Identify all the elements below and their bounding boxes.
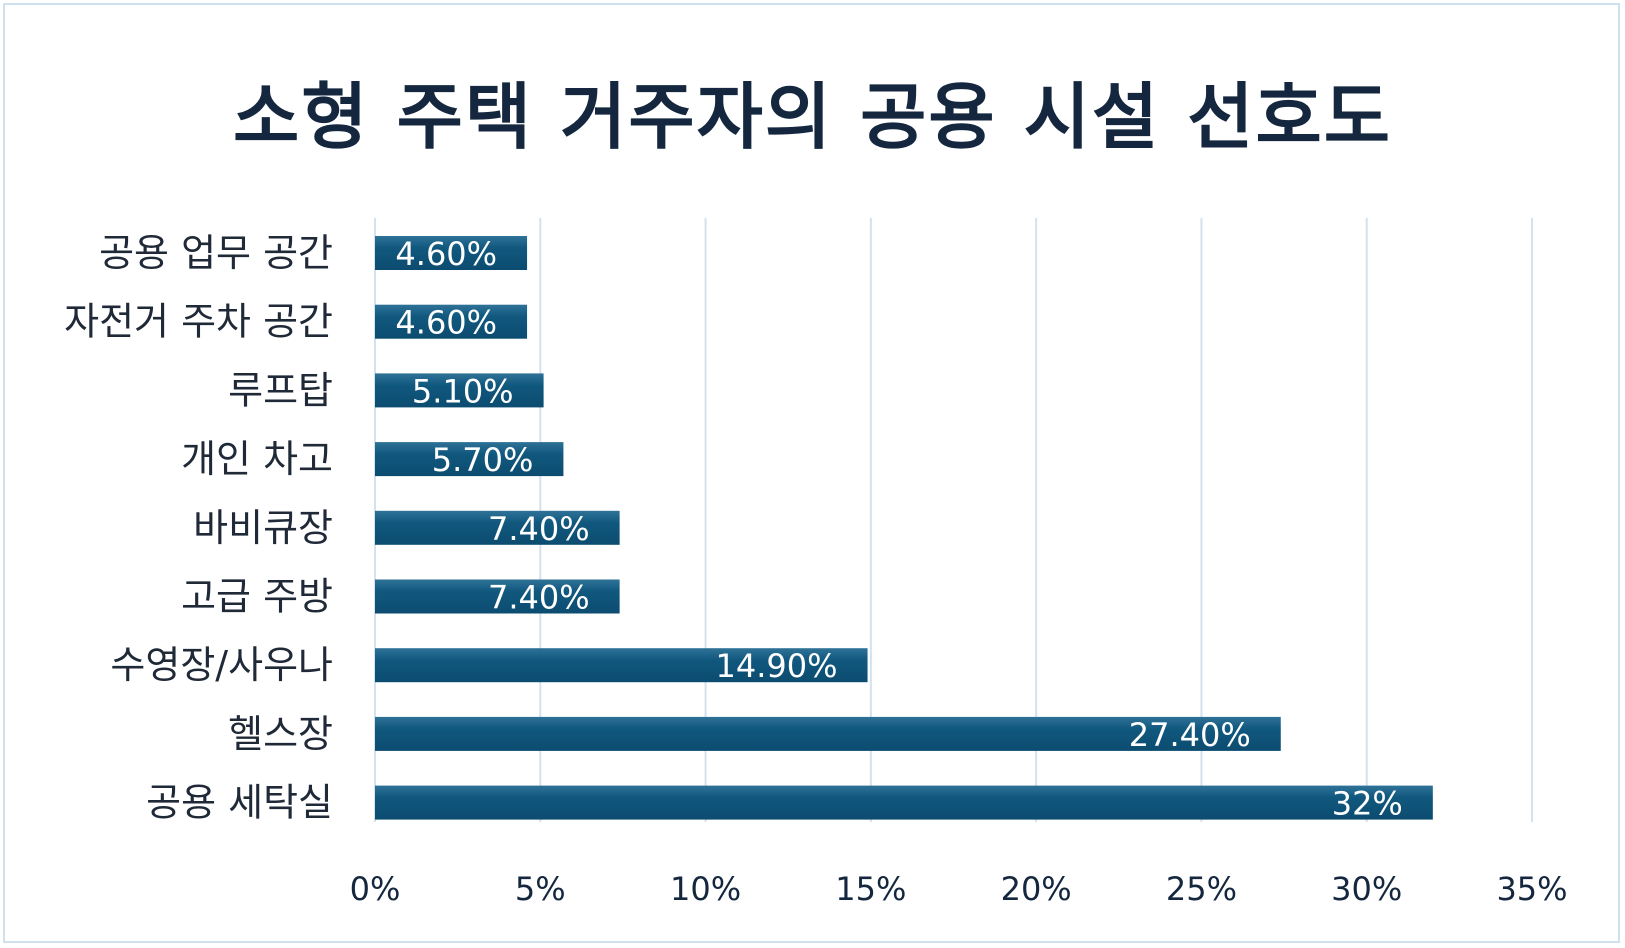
- bar-data-label: 5.10%: [412, 372, 514, 410]
- x-tick-label: 0%: [350, 870, 401, 908]
- bar-data-label: 7.40%: [488, 510, 590, 548]
- bar: [375, 716, 1281, 751]
- bar-data-label: 5.70%: [432, 441, 534, 479]
- bar-data-label: 7.40%: [488, 579, 590, 617]
- x-tick-label: 20%: [1001, 870, 1072, 908]
- x-tick-label: 15%: [835, 870, 906, 908]
- category-label: 공용 세탁실: [146, 781, 333, 825]
- category-label: 수영장/사우나: [110, 643, 333, 687]
- bar: [375, 648, 868, 683]
- category-label: 루프탑: [228, 368, 333, 412]
- category-label: 자전거 주차 공간: [64, 300, 333, 344]
- category-label: 바비큐장: [193, 506, 333, 550]
- x-tick-label: 35%: [1496, 870, 1567, 908]
- bar-data-label: 32%: [1332, 785, 1403, 823]
- bar: [375, 442, 564, 477]
- chart-title: 소형 주택 거주자의 공용 시설 선호도: [233, 75, 1392, 159]
- bar: [375, 785, 1433, 820]
- bar: [375, 510, 620, 545]
- bar: [375, 304, 528, 339]
- bars: 4.60% 4.60% 5.10% 5.70% 7.40% 7.40% 14.90% 27.4…: [375, 235, 1433, 823]
- x-tick-label: 25%: [1166, 870, 1237, 908]
- category-label: 헬스장: [228, 712, 333, 756]
- category-label: 공용 업무 공간: [99, 231, 333, 275]
- bar-data-label: 27.40%: [1129, 716, 1251, 754]
- bar-data-label: 4.60%: [395, 304, 497, 342]
- bar-data-label: 4.60%: [395, 235, 497, 273]
- bar-data-label: 14.90%: [716, 647, 838, 685]
- category-label: 개인 차고: [181, 437, 333, 481]
- x-tick-label: 10%: [670, 870, 741, 908]
- x-tick-label: 30%: [1331, 870, 1402, 908]
- x-axis-ticks: 0% 5% 10% 15% 20% 25% 30% 35%: [350, 870, 1568, 908]
- category-label: 고급 주방: [181, 575, 333, 619]
- x-tick-label: 5%: [515, 870, 566, 908]
- bar: [375, 579, 620, 614]
- bar: [375, 236, 528, 270]
- bar: [375, 373, 544, 408]
